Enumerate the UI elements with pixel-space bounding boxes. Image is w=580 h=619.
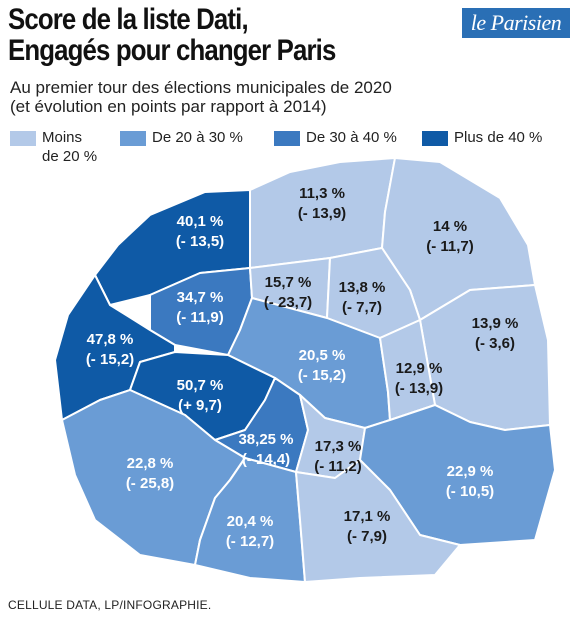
source-credit: CELLULE DATA, LP/INFOGRAPHIE.: [8, 598, 212, 612]
label-17-change: (- 13,5): [176, 233, 224, 250]
label-19-score: 14 %: [433, 218, 467, 235]
legend-label: De 20 à 30 %: [152, 129, 243, 146]
label-6-change: (- 14,4): [242, 451, 290, 468]
label-7-score: 50,7 %: [177, 377, 224, 394]
label-13-change: (- 7,9): [347, 528, 387, 545]
label-centre-score: 20,5 %: [299, 347, 346, 364]
subtitle: Au premier tour des élections municipale…: [10, 78, 392, 116]
label-18-score: 11,3 %: [299, 185, 345, 202]
legend-label: Plus de 40 %: [454, 129, 543, 146]
chart-title: Score de la liste Dati, Engagés pour cha…: [8, 4, 386, 66]
subtitle-line-1: Au premier tour des élections municipale…: [10, 78, 392, 97]
label-11-change: (- 13,9): [395, 380, 443, 397]
legend-label: De 30 à 40 %: [306, 129, 397, 146]
label-20-score: 13,9 %: [472, 315, 519, 332]
district-13: [295, 459, 461, 583]
legend-swatch: [120, 131, 146, 146]
label-11-score: 12,9 %: [396, 360, 443, 377]
label-16-score: 47,8 %: [87, 331, 134, 348]
label-14-change: (- 12,7): [226, 533, 274, 550]
label-8-change: (- 11,9): [176, 309, 224, 326]
label-9-change: (- 23,7): [264, 294, 312, 311]
legend-label: Moins: [42, 129, 83, 146]
label-14-score: 20,4 %: [227, 513, 274, 530]
label-9-score: 15,7 %: [265, 274, 312, 291]
label-8-score: 34,7 %: [177, 289, 224, 306]
label-17-score: 40,1 %: [177, 213, 224, 230]
label-15-change: (- 25,8): [126, 475, 174, 492]
label-15-score: 22,8 %: [127, 455, 174, 472]
legend-swatch: [10, 131, 36, 146]
label-6-score: 38,25 %: [238, 431, 293, 448]
subtitle-line-2: (et évolution en points par rapport à 20…: [10, 97, 327, 116]
label-10-change: (- 7,7): [342, 299, 382, 316]
title-line-1: Score de la liste Dati,: [8, 3, 249, 36]
legend-swatch: [274, 131, 300, 146]
label-7-change: (+ 9,7): [178, 397, 222, 414]
label-19-change: (- 11,7): [426, 238, 474, 255]
label-16-change: (- 15,2): [86, 351, 134, 368]
label-centre-change: (- 15,2): [298, 367, 346, 384]
label-13-score: 17,1 %: [344, 508, 391, 525]
label-5-score: 17,3 %: [315, 438, 362, 455]
legend: Moins de 20 % De 20 à 30 % De 30 à 40 % …: [10, 128, 570, 168]
label-5-change: (- 11,2): [314, 458, 362, 475]
title-line-2: Engagés pour changer Paris: [8, 34, 336, 67]
label-12-change: (- 10,5): [446, 483, 494, 500]
label-10-score: 13,8 %: [339, 279, 386, 296]
label-20-change: (- 3,6): [475, 335, 515, 352]
label-12-score: 22,9 %: [447, 463, 494, 480]
legend-label-line-2: de 20 %: [42, 148, 98, 165]
label-18-change: (- 13,9): [298, 205, 346, 222]
le-parisien-logo: le Parisien: [462, 8, 570, 38]
legend-swatch: [422, 131, 448, 146]
